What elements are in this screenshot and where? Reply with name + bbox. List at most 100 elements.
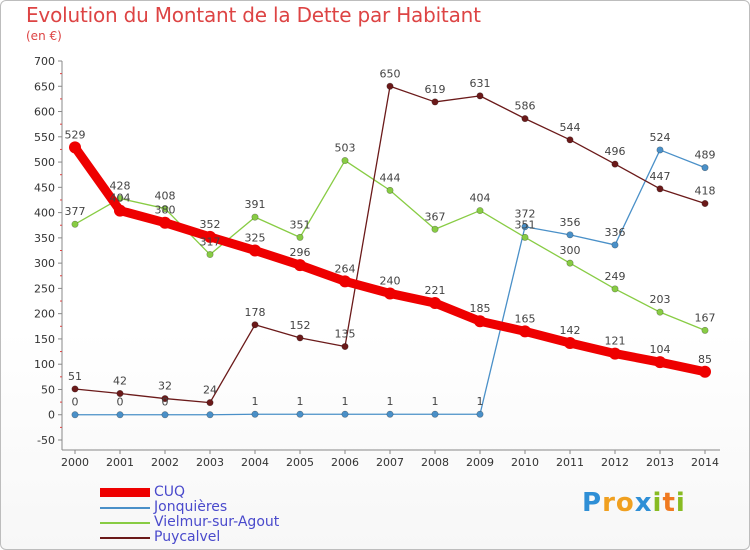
x-tick-label: 2003 <box>196 456 224 469</box>
data-point <box>341 343 349 351</box>
data-label: 586 <box>515 100 536 113</box>
x-tick-label: 2014 <box>691 456 719 469</box>
data-point <box>476 410 484 418</box>
data-point <box>386 82 394 90</box>
data-label: 444 <box>380 171 401 184</box>
data-label: 142 <box>560 324 581 337</box>
data-point <box>71 385 79 393</box>
x-tick-label: 2009 <box>466 456 494 469</box>
data-label: 351 <box>290 218 311 231</box>
data-point <box>564 336 576 349</box>
data-point <box>656 146 664 154</box>
data-point <box>701 326 709 334</box>
series-line-vielmur-sur-agout <box>74 159 706 331</box>
data-label: 221 <box>425 284 446 297</box>
data-point <box>521 233 529 241</box>
y-tick-label: 300 <box>34 257 55 270</box>
data-point <box>566 136 574 144</box>
data-point <box>656 308 664 316</box>
data-labels: 5294043803523252962642402211851651421211… <box>65 67 716 408</box>
y-tick-label: 0 <box>48 409 55 422</box>
data-point <box>701 200 709 208</box>
data-point <box>474 315 486 328</box>
legend-label: Vielmur-sur-Agout <box>154 514 280 530</box>
data-label: 367 <box>425 210 446 223</box>
series-lines <box>69 82 711 419</box>
data-point <box>114 204 126 217</box>
x-tick-label: 2004 <box>241 456 269 469</box>
y-tick-label: 150 <box>34 333 55 346</box>
data-label: 356 <box>560 216 581 229</box>
data-point <box>521 115 529 123</box>
data-point <box>341 157 349 165</box>
data-label: 165 <box>515 312 536 325</box>
data-point <box>116 390 124 398</box>
data-point <box>654 356 666 369</box>
data-point <box>386 410 394 418</box>
data-point <box>206 399 214 407</box>
data-label: 352 <box>200 218 221 231</box>
data-label: 1 <box>252 395 259 408</box>
data-point <box>609 347 621 360</box>
y-tick-label: -50 <box>37 434 55 447</box>
axes: -500501001502002503003504004505005506006… <box>34 55 720 469</box>
data-label: 317 <box>200 236 221 249</box>
legend-label: Jonquières <box>154 499 228 515</box>
data-label: 32 <box>158 380 172 393</box>
data-point <box>566 259 574 267</box>
data-label: 135 <box>335 328 356 341</box>
data-label: 185 <box>470 302 491 315</box>
data-label: 0 <box>72 396 79 409</box>
data-point <box>384 287 396 300</box>
data-point <box>294 259 306 272</box>
data-point <box>71 411 79 419</box>
data-label: 104 <box>650 343 671 356</box>
data-point <box>251 213 259 221</box>
data-label: 631 <box>470 77 491 90</box>
data-point <box>159 216 171 229</box>
legend-label: Puycalvel <box>154 529 221 545</box>
data-label: 619 <box>425 83 446 96</box>
data-point <box>161 205 169 213</box>
data-point <box>476 92 484 100</box>
data-point <box>566 231 574 239</box>
legend-swatch <box>100 488 150 497</box>
data-label: 418 <box>695 185 716 198</box>
y-tick-label: 400 <box>34 207 55 220</box>
data-label: 51 <box>68 370 82 383</box>
data-point <box>611 241 619 249</box>
data-point <box>701 164 709 172</box>
data-label: 240 <box>380 274 401 287</box>
data-label: 377 <box>65 205 86 218</box>
legend: CUQ Jonquières Vielmur-sur-Agout Puycalvel <box>100 485 279 545</box>
data-point <box>386 186 394 194</box>
data-label: 391 <box>245 198 266 211</box>
data-label: 529 <box>65 128 86 141</box>
y-tick-label: 700 <box>34 55 55 68</box>
data-label: 544 <box>560 121 581 134</box>
legend-item: Jonquières <box>100 500 279 515</box>
data-label: 404 <box>110 192 131 205</box>
data-label: 152 <box>290 319 311 332</box>
data-label: 1 <box>432 395 439 408</box>
data-point <box>296 233 304 241</box>
data-label: 167 <box>695 311 716 324</box>
data-point <box>161 395 169 403</box>
data-label: 264 <box>335 262 356 275</box>
data-point <box>251 410 259 418</box>
legend-item: Puycalvel <box>100 530 279 545</box>
data-label: 121 <box>605 335 626 348</box>
data-label: 380 <box>155 204 176 217</box>
legend-swatch <box>100 521 150 524</box>
data-label: 447 <box>650 170 671 183</box>
data-label: 503 <box>335 142 356 155</box>
data-point <box>161 411 169 419</box>
x-tick-label: 2005 <box>286 456 314 469</box>
data-label: 296 <box>290 246 311 259</box>
chart-title: Evolution du Montant de la Dette par Hab… <box>26 3 481 27</box>
data-label: 1 <box>387 395 394 408</box>
data-point <box>431 225 439 233</box>
chart-subtitle: (en €) <box>26 29 62 43</box>
